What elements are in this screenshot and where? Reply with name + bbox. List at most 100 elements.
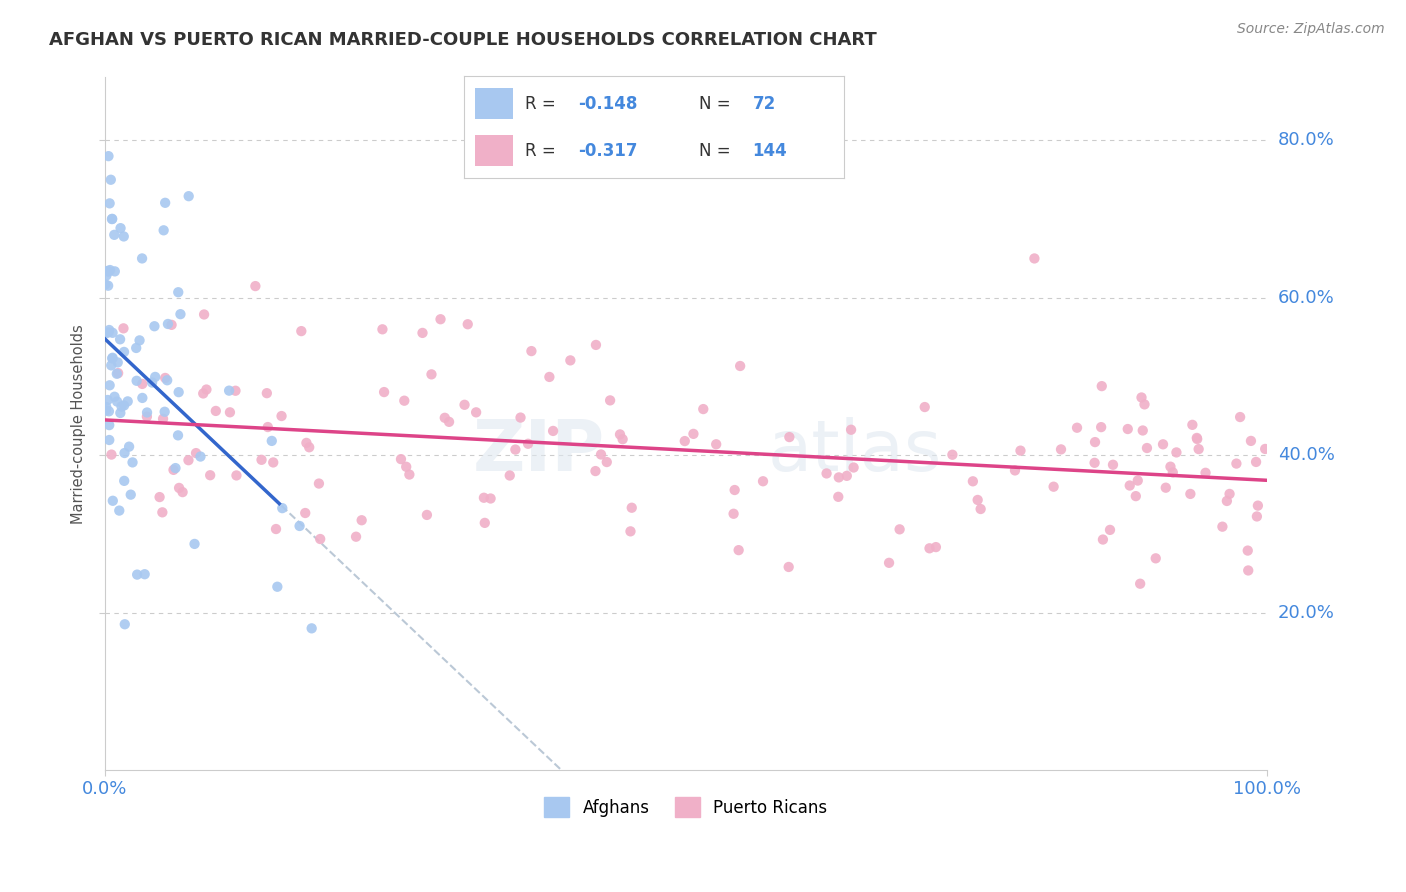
Point — [1010, 443, 1032, 458]
Point — [1247, 499, 1270, 513]
Point — [101, 351, 124, 366]
Point — [271, 501, 294, 516]
Text: N =: N = — [699, 142, 737, 160]
Text: R =: R = — [524, 95, 561, 112]
Point — [609, 427, 631, 442]
Point — [1144, 551, 1167, 566]
Point — [1042, 480, 1064, 494]
Point — [156, 373, 179, 387]
Point — [1152, 437, 1174, 451]
Point — [190, 450, 212, 464]
Point — [177, 453, 200, 467]
Point — [112, 345, 135, 359]
Point — [183, 537, 205, 551]
Point — [141, 376, 163, 390]
Point — [373, 385, 395, 400]
Text: 60.0%: 60.0% — [1278, 289, 1334, 307]
Point — [538, 370, 561, 384]
Point — [1024, 252, 1046, 266]
Point — [270, 409, 292, 423]
Point — [1180, 487, 1202, 501]
Point — [727, 543, 749, 558]
Point — [172, 485, 194, 500]
Point — [1133, 397, 1156, 411]
Point — [692, 402, 714, 417]
Point — [453, 398, 475, 412]
Point — [1254, 442, 1277, 456]
Text: -0.317: -0.317 — [578, 142, 637, 160]
Point — [256, 386, 278, 401]
Point — [107, 366, 129, 380]
Point — [153, 371, 176, 385]
Text: atlas: atlas — [768, 417, 942, 486]
Point — [134, 567, 156, 582]
Point — [301, 621, 323, 635]
Legend: Afghans, Puerto Ricans: Afghans, Puerto Ricans — [538, 790, 834, 824]
Point — [925, 540, 948, 554]
Point — [218, 384, 240, 398]
Point — [112, 229, 135, 244]
Point — [131, 391, 153, 405]
Point — [420, 368, 443, 382]
Point — [96, 264, 118, 278]
Point — [1211, 519, 1233, 533]
Point — [96, 268, 118, 283]
Point — [101, 326, 124, 340]
Point — [110, 406, 132, 420]
Point — [135, 409, 157, 424]
Point — [1229, 410, 1251, 425]
Point — [619, 524, 641, 539]
Point — [162, 463, 184, 477]
Point — [309, 532, 332, 546]
Point — [136, 405, 159, 419]
Text: R =: R = — [524, 142, 561, 160]
Point — [225, 468, 247, 483]
Point — [1166, 445, 1188, 459]
Point — [295, 436, 318, 450]
Point — [457, 317, 479, 331]
Point — [344, 530, 367, 544]
Point — [1116, 422, 1139, 436]
Point — [395, 459, 418, 474]
Point — [472, 491, 495, 505]
Point — [1102, 458, 1125, 472]
Point — [100, 448, 122, 462]
Point — [918, 541, 941, 556]
Point — [143, 370, 166, 384]
Point — [673, 434, 696, 448]
Point — [398, 467, 420, 482]
Point — [100, 173, 122, 187]
Point — [256, 420, 278, 434]
Point — [1050, 442, 1073, 457]
Point — [842, 460, 865, 475]
Point — [1161, 466, 1184, 480]
Point — [112, 321, 135, 335]
Text: 40.0%: 40.0% — [1278, 446, 1334, 464]
Point — [596, 455, 619, 469]
Point — [350, 513, 373, 527]
Point — [98, 433, 121, 447]
Point — [100, 359, 122, 373]
Point — [1236, 543, 1258, 558]
Point — [682, 426, 704, 441]
Text: 80.0%: 80.0% — [1278, 131, 1334, 149]
Point — [723, 507, 745, 521]
Point — [193, 386, 215, 401]
Point — [125, 374, 148, 388]
Point — [728, 359, 751, 373]
Point — [1181, 417, 1204, 432]
Point — [778, 430, 800, 444]
Point — [1244, 455, 1267, 469]
Point — [1090, 420, 1112, 434]
Point — [108, 332, 131, 346]
Point — [815, 467, 838, 481]
Point — [98, 196, 121, 211]
Point — [98, 378, 121, 392]
Point — [620, 500, 643, 515]
Point — [827, 490, 849, 504]
Point — [120, 488, 142, 502]
Point — [1185, 431, 1208, 445]
Point — [308, 476, 330, 491]
Point — [1126, 474, 1149, 488]
Point — [156, 317, 179, 331]
